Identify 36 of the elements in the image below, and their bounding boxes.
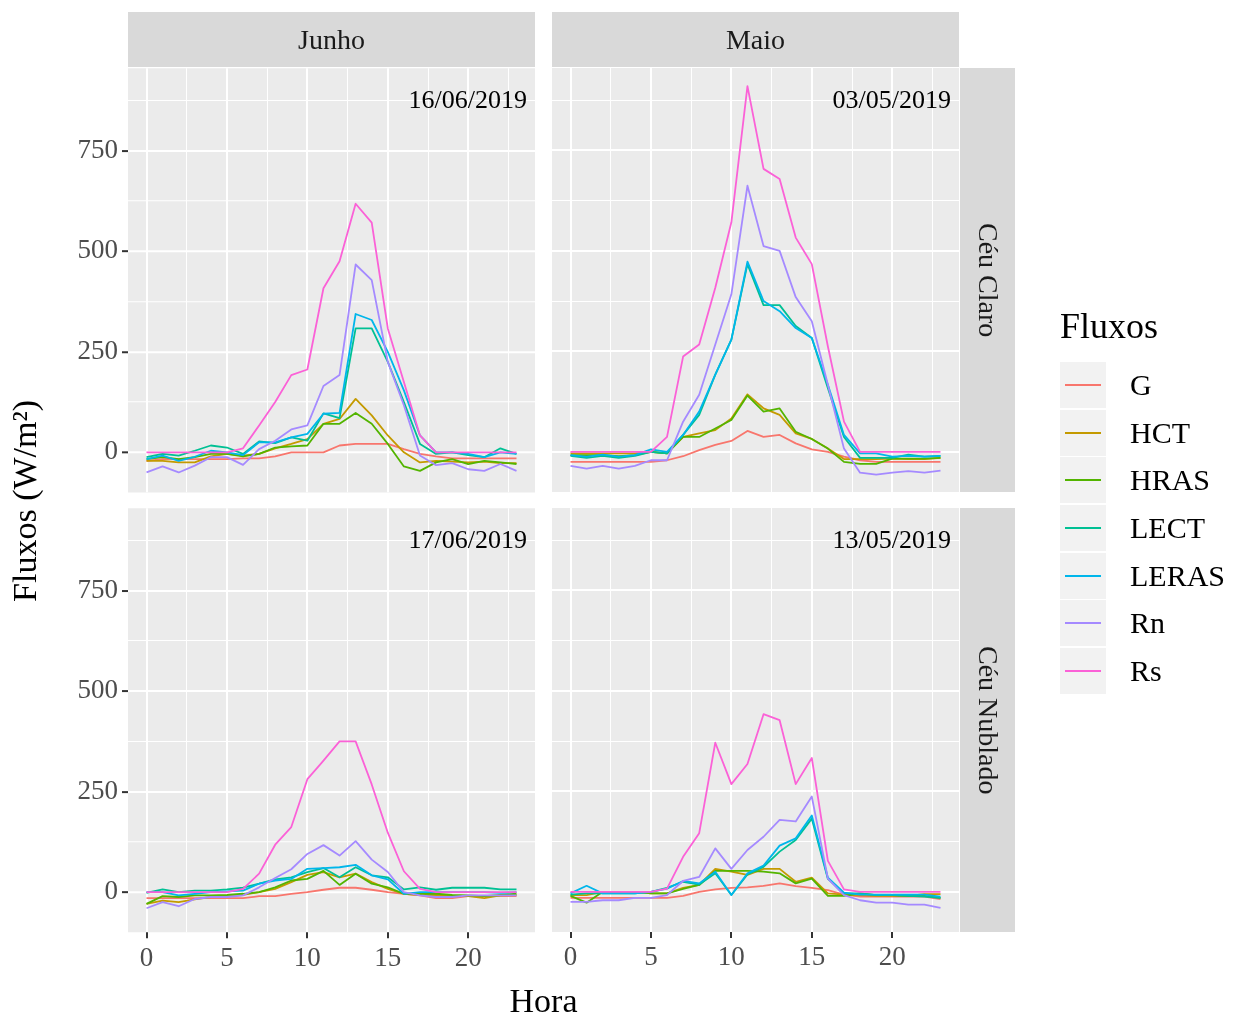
legend-title: Fluxos	[1060, 305, 1160, 347]
x-tick-label: 0	[563, 941, 578, 972]
y2-axis-title: Céu Nublado	[971, 645, 1004, 795]
legend-label: LERAS	[1130, 558, 1226, 593]
y-tick-label: 750	[77, 573, 118, 604]
x-tick-label: 20	[454, 941, 482, 972]
legend-label: G	[1130, 367, 1152, 402]
x-tick-label: 10	[717, 941, 745, 972]
y-tick-label: 0	[104, 435, 118, 466]
chart-title: Maio	[552, 12, 959, 67]
x-tick-label: 15	[798, 941, 826, 972]
legend-label: LECT	[1130, 510, 1205, 545]
annotation: 16/06/2019	[408, 84, 527, 114]
y-tick-label: 750	[77, 133, 118, 164]
x-tick-label: 5	[220, 941, 234, 972]
y-tick-label: 0	[104, 875, 118, 906]
annotation: 13/05/2019	[832, 524, 951, 554]
y-tick-label: 250	[77, 334, 118, 365]
annotation: 03/05/2019	[832, 84, 951, 114]
legend-label: HRAS	[1130, 463, 1211, 498]
x-tick-label: 5	[644, 941, 658, 972]
legend-label: HCT	[1130, 415, 1190, 450]
y-axis-title: Fluxos (W/m²)	[6, 399, 44, 602]
y-tick-label: 250	[77, 774, 118, 805]
x-axis-title: Hora	[508, 982, 579, 1020]
annotation: 17/06/2019	[408, 524, 527, 554]
y2-axis-title: Céu Claro	[971, 222, 1004, 338]
legend-label: Rs	[1130, 653, 1162, 688]
x-tick-label: 20	[878, 941, 906, 972]
x-tick-label: 15	[374, 941, 402, 972]
y-tick-label: 500	[77, 234, 118, 265]
legend-label: Rn	[1130, 606, 1166, 641]
x-tick-label: 0	[139, 941, 154, 972]
x-tick-label: 10	[293, 941, 321, 972]
chart-title: Junho	[128, 12, 535, 67]
y-tick-label: 500	[77, 674, 118, 705]
